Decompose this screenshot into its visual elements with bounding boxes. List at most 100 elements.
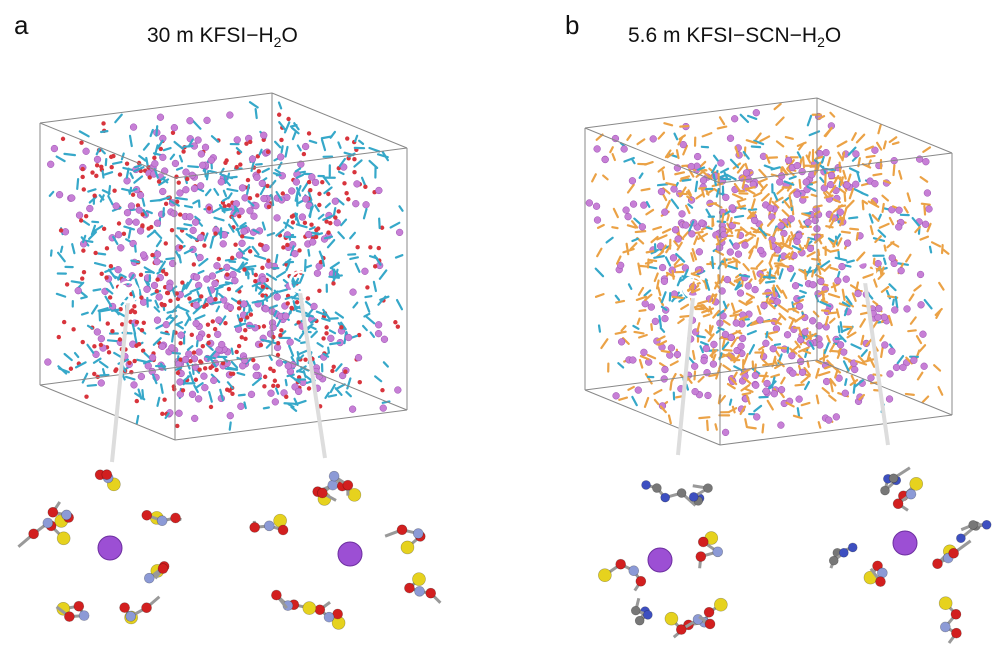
molecule-stick xyxy=(669,360,679,367)
molecule-stick xyxy=(211,206,222,214)
potassium-ion xyxy=(153,219,162,227)
molecule-stick xyxy=(697,375,705,383)
potassium-ion xyxy=(840,348,848,356)
molecule-stick xyxy=(855,231,859,241)
molecule-stick xyxy=(630,157,636,165)
water-oxygen xyxy=(284,394,289,400)
molecule-stick xyxy=(788,194,793,208)
molecule-stick xyxy=(602,174,609,181)
molecule-stick xyxy=(707,333,715,343)
potassium-ion xyxy=(687,162,695,171)
molecule-stick xyxy=(745,292,756,299)
potassium-ion xyxy=(678,210,686,218)
potassium-ion xyxy=(903,305,911,313)
molecule-stick xyxy=(655,279,660,290)
molecule-stick xyxy=(834,256,848,262)
molecule-stick xyxy=(114,113,123,124)
molecule-stick xyxy=(626,183,635,194)
atom xyxy=(615,558,626,570)
water-oxygen xyxy=(175,370,181,376)
molecule-stick xyxy=(207,286,213,300)
molecule-stick xyxy=(678,297,686,303)
molecule-stick xyxy=(175,234,184,244)
potassium-ion xyxy=(791,282,800,290)
potassium-ion xyxy=(752,109,760,117)
molecule-stick xyxy=(645,201,651,208)
molecule-stick xyxy=(224,258,237,262)
molecule-stick xyxy=(183,204,194,209)
potassium-ion xyxy=(195,348,203,356)
molecule-stick xyxy=(638,172,644,179)
molecule-stick xyxy=(671,295,684,300)
molecule-stick xyxy=(879,334,885,342)
solvation-cluster xyxy=(598,480,728,639)
molecule-stick xyxy=(334,363,343,372)
molecule-stick xyxy=(627,283,633,290)
molecule-stick xyxy=(779,264,790,268)
molecule-stick xyxy=(274,140,282,149)
water-oxygen xyxy=(150,252,155,258)
molecule-stick xyxy=(829,377,837,387)
molecule-stick xyxy=(618,396,629,401)
molecule-stick xyxy=(832,282,837,293)
potassium-ion xyxy=(722,193,730,202)
potassium-ion xyxy=(766,204,774,212)
box-edge xyxy=(584,97,818,129)
molecule-stick xyxy=(759,135,771,143)
molecule-stick xyxy=(364,301,371,313)
water-oxygen xyxy=(289,306,295,311)
potassium-ion xyxy=(723,275,732,284)
atom xyxy=(400,540,415,555)
potassium-ion xyxy=(75,211,84,219)
molecule-stick xyxy=(283,402,297,405)
molecule-stick xyxy=(263,294,269,302)
molecule-stick xyxy=(297,349,309,356)
molecule-stick xyxy=(887,314,893,327)
molecule-stick xyxy=(756,305,762,315)
molecule-stick xyxy=(660,305,668,311)
molecule-stick xyxy=(152,337,162,346)
molecule-stick xyxy=(711,164,718,174)
potassium-ion xyxy=(891,306,899,314)
potassium-ion xyxy=(361,267,369,275)
atom xyxy=(956,533,966,544)
potassium-ion xyxy=(308,173,316,181)
water-oxygen xyxy=(258,342,264,348)
molecule-stick xyxy=(868,213,874,224)
water-oxygen xyxy=(352,169,357,175)
molecule-stick xyxy=(770,373,781,379)
molecule-stick xyxy=(832,204,844,213)
potassium-ion xyxy=(624,213,632,221)
molecule-stick xyxy=(872,172,883,177)
potassium-ion xyxy=(691,387,699,396)
molecule-stick xyxy=(768,197,773,206)
zoom-circle xyxy=(288,270,312,294)
molecule-stick xyxy=(107,184,112,196)
molecule-stick xyxy=(861,200,865,211)
molecule-stick xyxy=(218,282,231,288)
potassium-ion xyxy=(682,221,690,229)
potassium-ion xyxy=(309,238,317,246)
molecule-stick xyxy=(748,245,756,254)
molecule-stick xyxy=(781,235,785,244)
molecule-stick xyxy=(112,235,119,246)
molecule-stick xyxy=(316,342,324,348)
molecule-stick xyxy=(298,354,305,361)
molecule-stick xyxy=(111,160,123,165)
molecule-stick xyxy=(746,211,755,220)
molecule-stick xyxy=(723,171,729,180)
water-oxygen xyxy=(355,245,360,250)
molecule-stick xyxy=(243,264,257,269)
molecule-stick xyxy=(761,423,765,434)
molecule-stick xyxy=(762,275,776,279)
molecule-stick xyxy=(758,177,768,184)
water-oxygen xyxy=(243,336,248,342)
zoom-line xyxy=(863,281,890,446)
molecule-stick xyxy=(801,349,812,355)
molecule-stick xyxy=(711,182,724,188)
water-oxygen xyxy=(117,337,123,342)
molecule-stick xyxy=(49,249,53,257)
molecule-stick xyxy=(712,353,717,361)
molecule-stick xyxy=(752,270,757,281)
water-oxygen xyxy=(321,336,326,341)
